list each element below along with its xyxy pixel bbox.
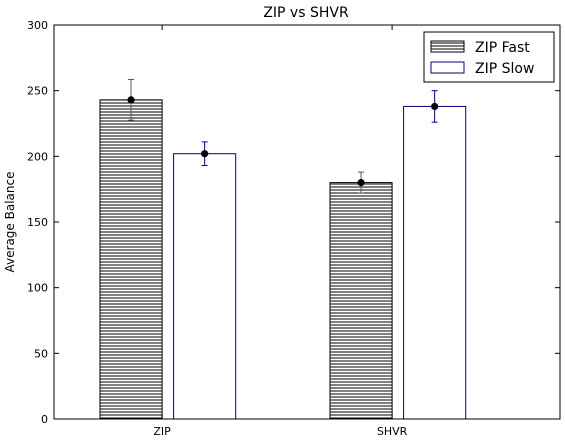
legend-label: ZIP Fast <box>475 40 530 56</box>
y-tick-label: 0 <box>41 413 48 426</box>
bar-zip-slow-shvr <box>403 105 467 420</box>
mean-point <box>357 179 365 187</box>
x-tick-label: SHVR <box>377 425 408 438</box>
legend: ZIP Fast ZIP Slow <box>423 31 555 83</box>
legend-box <box>423 31 555 83</box>
y-tick-label: 300 <box>27 19 48 32</box>
bar-zip-slow-zip <box>173 153 237 420</box>
bar-zip-fast-shvr <box>329 182 393 420</box>
legend-label: ZIP Slow <box>475 61 534 77</box>
mean-point <box>127 96 135 104</box>
mean-point <box>201 150 209 158</box>
chart-title: ZIP vs SHVR <box>263 5 349 21</box>
y-tick-label: 100 <box>27 282 48 295</box>
y-tick-label: 200 <box>27 150 48 163</box>
plot-area: 0 50 100 150 200 250 300 ZIP SHVR <box>27 19 560 438</box>
y-tick-label: 250 <box>27 85 48 98</box>
bar-zip-fast-zip <box>99 99 163 420</box>
legend-swatch <box>430 61 465 74</box>
x-tick-label: ZIP <box>153 425 171 438</box>
y-axis-label: Average Balance <box>3 172 17 273</box>
mean-point <box>431 102 439 111</box>
y-tick-label: 50 <box>34 347 48 360</box>
plot-frame <box>53 24 561 420</box>
legend-swatch <box>430 40 465 53</box>
y-tick-label: 150 <box>27 216 48 229</box>
